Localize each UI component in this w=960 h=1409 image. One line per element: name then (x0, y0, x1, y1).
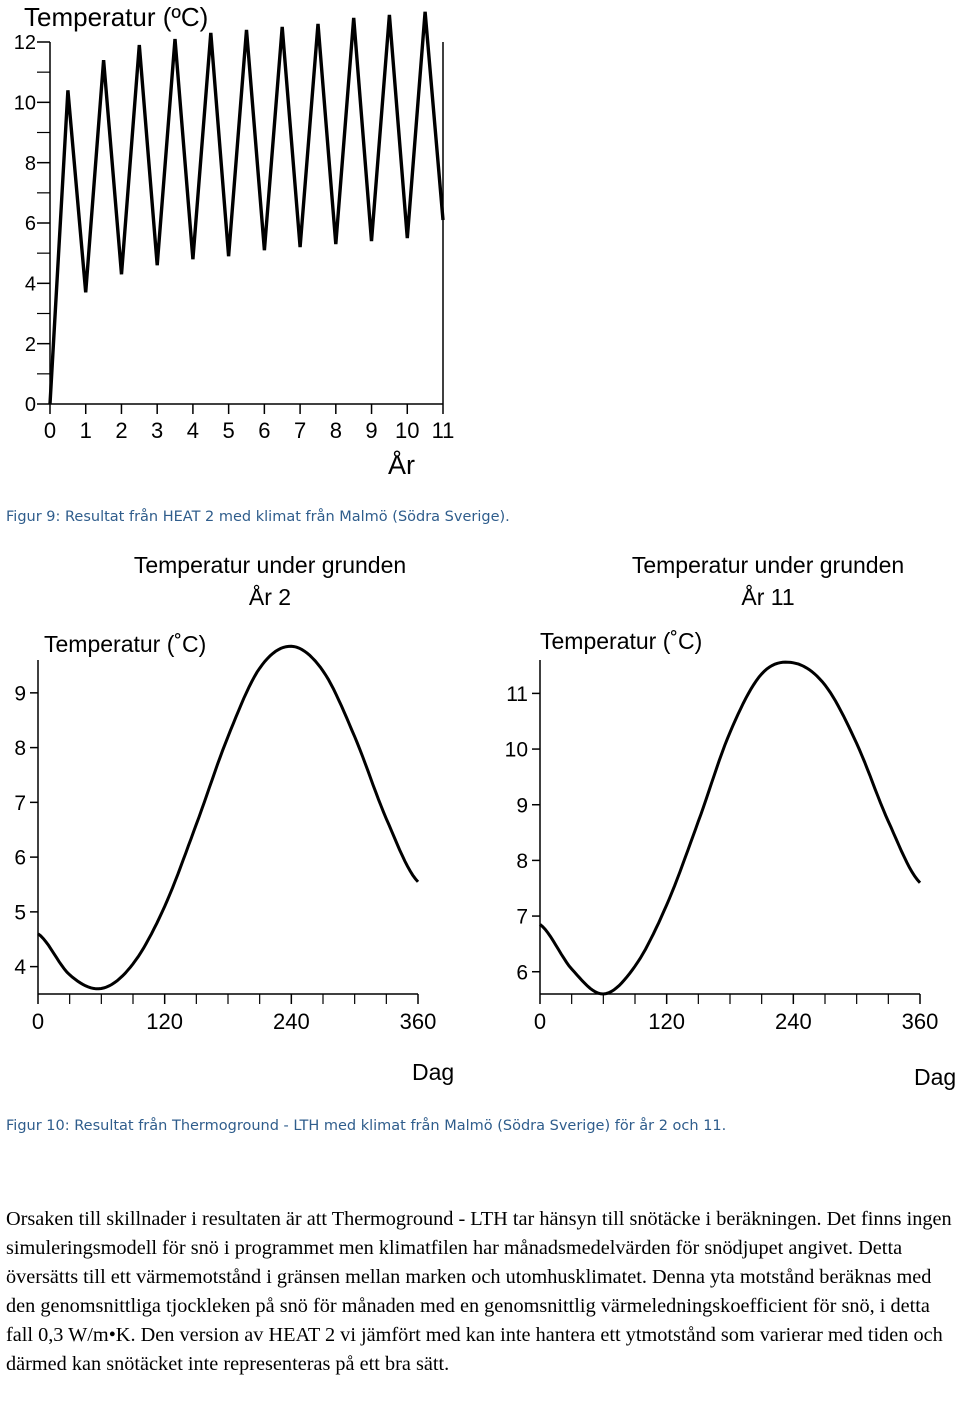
chart2-title: Temperatur under grunden (134, 552, 406, 578)
chart3-ytick-label: 6 (516, 961, 528, 984)
chart2-xtick-label: 120 (146, 1009, 183, 1034)
chart3-ylabel: Temperatur (˚C) (540, 628, 702, 654)
chart3-ytick-label: 7 (516, 906, 528, 929)
chart2-ylabel: Temperatur (˚C) (44, 631, 206, 657)
chart1-xtick-label: 6 (258, 418, 270, 443)
chart1-ytick-label: 8 (25, 153, 36, 175)
chart1-xlabel: År (388, 449, 415, 480)
chart1-xtick-label: 11 (432, 418, 455, 443)
chart1-xtick-label: 8 (330, 418, 342, 443)
chart3-xtick-label: 240 (775, 1009, 812, 1034)
chart1-ytick-label: 4 (25, 274, 36, 296)
chart2-xtick-label: 240 (273, 1009, 310, 1034)
chart3-subtitle: År 11 (741, 583, 794, 610)
chart2-ytick-label: 4 (14, 956, 26, 979)
chart1-xtick-label: 7 (294, 418, 306, 443)
chart2-ytick-label: 6 (14, 847, 26, 870)
chart1-series-line (48, 11, 445, 405)
chart2-xtick-label: 0 (32, 1009, 44, 1034)
chart3-ytick-label: 9 (516, 794, 528, 817)
body-paragraph: Orsaken till skillnader i resultaten är … (6, 1208, 952, 1375)
chart2-ytick-label: 9 (14, 682, 26, 705)
chart3-ytick-label: 10 (505, 739, 528, 762)
chart1-xtick-label: 2 (115, 418, 127, 443)
chart3-xtick-label: 0 (534, 1009, 546, 1034)
chart3-xtick-label: 120 (648, 1009, 685, 1034)
chart2-xlabel: Dag (412, 1059, 454, 1085)
chart2-ytick-label: 5 (14, 901, 26, 924)
chart2-xtick-label: 360 (400, 1009, 437, 1034)
chart1-xtick-label: 10 (395, 418, 419, 443)
chart1-xtick-label: 5 (223, 418, 235, 443)
chart1-ytick-label: 2 (25, 334, 36, 356)
chart2-subtitle: År 2 (249, 583, 291, 610)
figure-9-caption: Figur 9: Resultat från HEAT 2 med klimat… (6, 509, 510, 525)
chart1-ytick-label: 0 (25, 394, 36, 416)
chart1-title: Temperatur (ºC) (24, 2, 208, 32)
chart-year2: Temperatur under grunden År 2 Temperatur… (14, 552, 454, 1085)
chart3-xlabel: Dag (914, 1064, 956, 1090)
chart1-xtick-label: 0 (44, 418, 56, 443)
figure-10-caption: Figur 10: Resultat från Thermoground - L… (6, 1118, 727, 1134)
chart1-xtick-label: 4 (187, 418, 199, 443)
chart1-xtick-label: 9 (365, 418, 377, 443)
chart1-ytick-label: 12 (14, 32, 36, 54)
chart3-ytick-label: 11 (506, 683, 528, 706)
chart2-ytick-label: 7 (14, 792, 26, 815)
chart1-ytick-label: 10 (14, 93, 36, 115)
chart1-xtick-label: 1 (80, 418, 92, 443)
chart2-series-line (37, 644, 420, 991)
chart3-series-line (539, 660, 922, 996)
chart3-xtick-label: 360 (902, 1009, 939, 1034)
chart1-xtick-label: 3 (151, 418, 163, 443)
chart1-ytick-label: 6 (25, 213, 36, 235)
chart2-ytick-label: 8 (14, 737, 26, 760)
chart3-title: Temperatur under grunden (632, 552, 904, 578)
chart3-ytick-label: 8 (516, 850, 528, 873)
chart-year11: Temperatur under grunden År 11 Temperatu… (505, 552, 957, 1090)
